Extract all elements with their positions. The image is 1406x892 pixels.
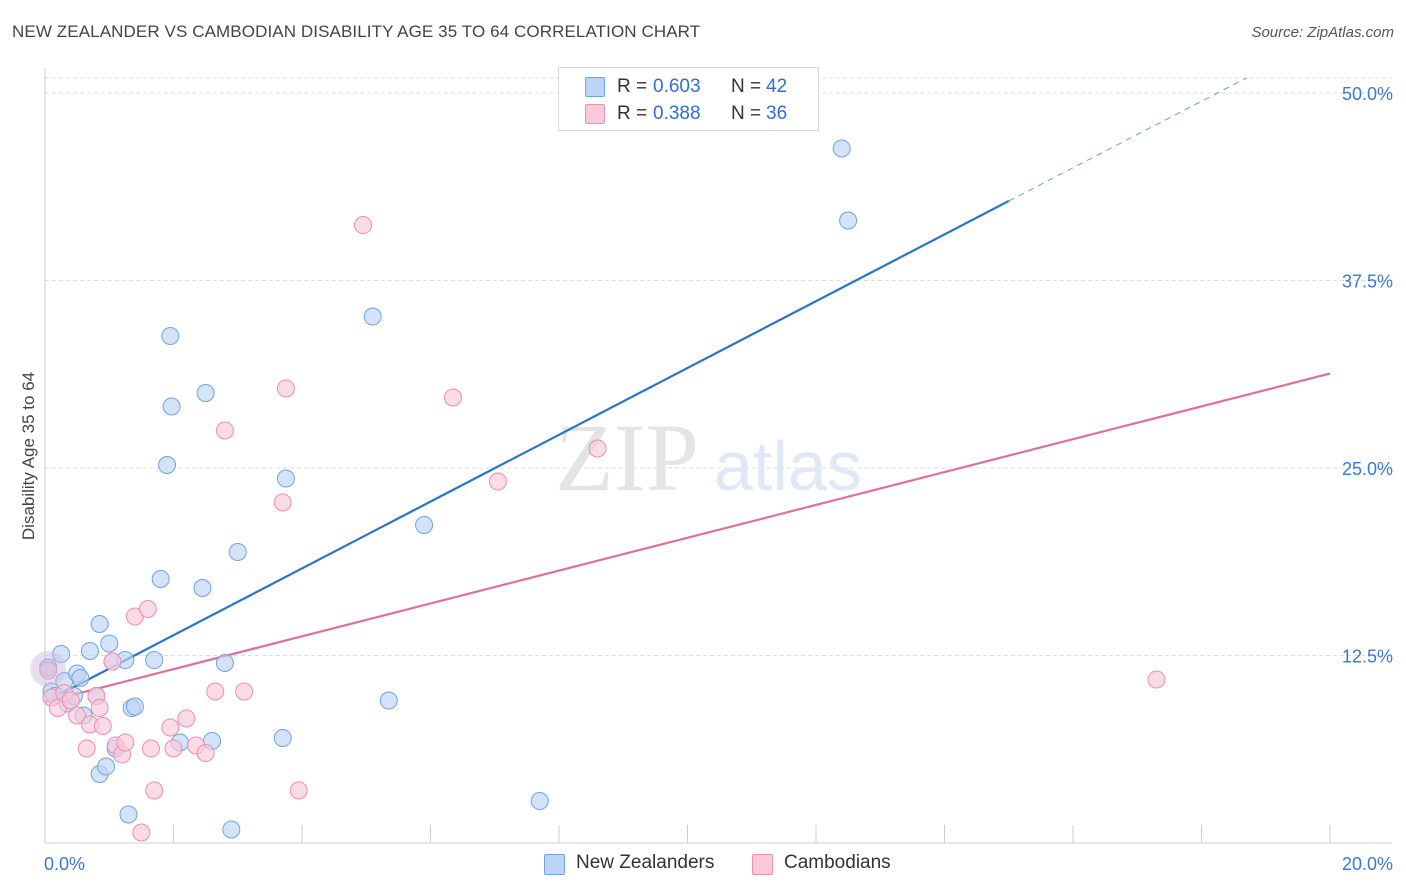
point-cambodians bbox=[132, 823, 151, 842]
watermark-atlas: atlas bbox=[714, 427, 862, 505]
point-cambodians bbox=[138, 600, 157, 618]
legend-r-value: 0.603 bbox=[653, 76, 701, 97]
point-cambodians bbox=[235, 682, 254, 701]
point-cambodians bbox=[116, 733, 135, 752]
point-cambodians bbox=[1147, 670, 1166, 689]
legend-swatch-blue bbox=[585, 77, 605, 97]
point-new-zealanders bbox=[415, 516, 434, 534]
legend-swatch-blue bbox=[544, 854, 565, 875]
point-new-zealanders bbox=[379, 691, 398, 710]
y-tick-label: 12.5% bbox=[1342, 647, 1393, 667]
point-new-zealanders bbox=[228, 543, 247, 561]
point-cambodians bbox=[488, 472, 507, 491]
point-new-zealanders bbox=[222, 820, 241, 839]
point-cambodians bbox=[39, 661, 58, 680]
tick-labels: 12.5% 25.0% 37.5% 50.0% 0.0% 20.0% bbox=[44, 84, 1393, 874]
point-new-zealanders bbox=[530, 792, 549, 810]
legend-label: Cambodians bbox=[784, 852, 891, 873]
watermark: ZIP atlas bbox=[555, 404, 862, 511]
point-new-zealanders bbox=[363, 307, 382, 326]
legend-n-value: 36 bbox=[766, 103, 788, 124]
point-new-zealanders bbox=[158, 456, 177, 474]
point-cluster bbox=[30, 651, 67, 687]
point-cambodians bbox=[161, 718, 180, 737]
trendline-new-zealanders bbox=[44, 200, 1010, 703]
axes bbox=[44, 68, 1392, 844]
x-tick-label: 0.0% bbox=[44, 854, 85, 874]
point-cambodians bbox=[145, 781, 164, 800]
legend-n-value: 42 bbox=[766, 76, 788, 97]
point-new-zealanders bbox=[52, 645, 71, 663]
point-new-zealanders bbox=[151, 570, 170, 588]
trendline-cambodians bbox=[44, 372, 1331, 704]
trendlines bbox=[44, 77, 1331, 704]
stats-legend: R = 0.603 N = 42 R = 0.388 N = 36 bbox=[558, 67, 819, 131]
source-label: Source: ZipAtlas.com bbox=[1251, 24, 1394, 41]
point-cambodians bbox=[196, 744, 215, 762]
point-new-zealanders bbox=[832, 139, 851, 158]
point-cambodians bbox=[142, 739, 161, 758]
y-tick-label: 50.0% bbox=[1342, 84, 1393, 104]
point-cambodians bbox=[77, 739, 96, 758]
point-new-zealanders bbox=[193, 579, 212, 597]
point-new-zealanders bbox=[273, 729, 292, 747]
legend-n-label: N = bbox=[731, 103, 762, 124]
point-new-zealanders bbox=[97, 757, 116, 776]
chart-title: NEW ZEALANDER VS CAMBODIAN DISABILITY AG… bbox=[12, 22, 701, 41]
legend-swatch-pink bbox=[752, 854, 773, 875]
point-cambodians bbox=[177, 709, 196, 728]
point-new-zealanders bbox=[162, 397, 181, 416]
point-cambodians bbox=[289, 781, 308, 800]
point-cambodians bbox=[90, 699, 109, 717]
point-new-zealanders bbox=[100, 634, 119, 653]
data-points bbox=[30, 139, 1166, 842]
point-cambodians bbox=[164, 739, 183, 758]
point-cambodians bbox=[588, 439, 607, 458]
point-new-zealanders bbox=[276, 469, 295, 488]
point-new-zealanders bbox=[215, 654, 234, 672]
point-cambodians bbox=[206, 682, 225, 701]
y-tick-label: 25.0% bbox=[1342, 459, 1393, 479]
point-new-zealanders bbox=[125, 697, 144, 716]
point-new-zealanders bbox=[71, 669, 90, 687]
legend-r-label: R = bbox=[617, 76, 648, 97]
point-cambodians bbox=[215, 421, 234, 440]
point-cambodians bbox=[443, 388, 462, 407]
point-cambodians bbox=[354, 216, 373, 234]
legend-r-value: 0.388 bbox=[653, 103, 701, 124]
point-new-zealanders bbox=[145, 651, 164, 669]
point-cambodians bbox=[103, 652, 122, 671]
point-cambodians bbox=[93, 717, 112, 735]
legend-swatch-pink bbox=[585, 104, 605, 124]
x-tick-label: 20.0% bbox=[1342, 854, 1393, 874]
trendline-new-zealanders-extension bbox=[1008, 77, 1247, 202]
point-new-zealanders bbox=[80, 642, 99, 660]
y-tick-label: 37.5% bbox=[1342, 272, 1393, 292]
point-new-zealanders bbox=[161, 327, 180, 345]
point-cambodians bbox=[61, 691, 80, 710]
point-cambodians bbox=[68, 706, 87, 725]
point-cambodians bbox=[276, 379, 295, 398]
y-axis-label: Disability Age 35 to 64 bbox=[19, 372, 38, 540]
legend-label: New Zealanders bbox=[576, 852, 715, 873]
point-new-zealanders bbox=[839, 211, 858, 230]
point-new-zealanders bbox=[196, 384, 215, 402]
point-new-zealanders bbox=[119, 805, 138, 824]
gridlines bbox=[45, 77, 1392, 656]
legend-n-label: N = bbox=[731, 76, 762, 97]
legend-r-label: R = bbox=[617, 103, 648, 124]
watermark-zip: ZIP bbox=[555, 404, 699, 511]
point-cambodians bbox=[273, 493, 292, 512]
point-new-zealanders bbox=[90, 615, 109, 633]
